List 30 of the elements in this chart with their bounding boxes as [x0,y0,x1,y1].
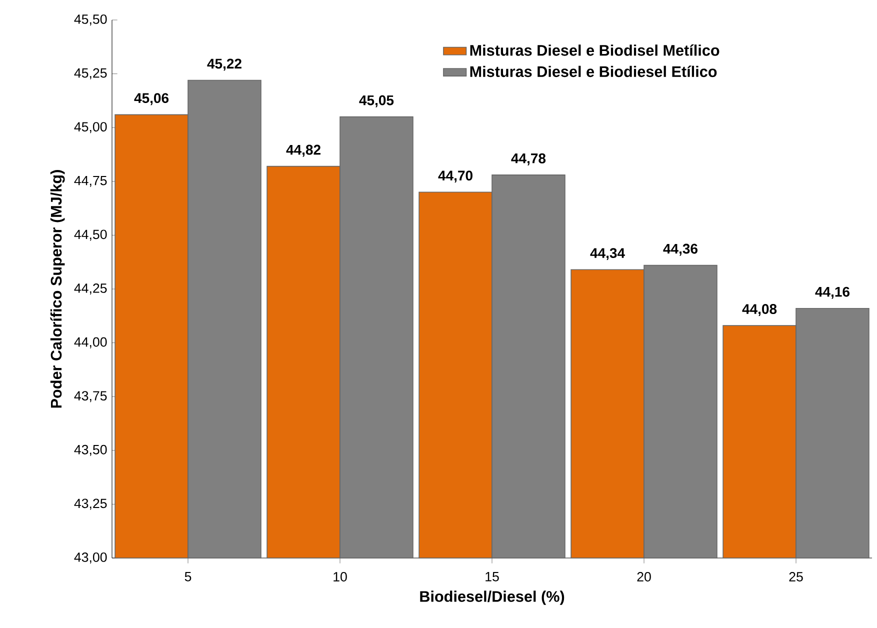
data-label: 45,22 [207,58,242,71]
x-tick-label: 10 [334,572,347,582]
y-tick-label: 44,00 [74,337,107,348]
x-tick-label: 15 [486,572,499,582]
data-label: 44,70 [438,170,472,183]
y-tick-label: 45,25 [74,68,107,80]
data-label: 44,36 [663,244,698,256]
y-tick-label: 43,25 [74,498,107,510]
y-tick-label: 43,00 [74,552,107,564]
data-label: 44,16 [815,286,850,299]
y-tick-label: 43,75 [74,391,107,402]
legend-label: Misturas Diesel e Biodiesel Etílico [470,66,717,78]
y-tick-label: 43,50 [74,444,107,456]
data-label: 44,08 [742,304,777,316]
y-axis-title: Poder Calorífico Superor (MJ/kg) [50,170,65,408]
legend-label: Misturas Diesel e Biodisel Metílico [470,44,720,56]
y-tick-label: 44,50 [74,230,107,241]
data-label: 45,05 [359,95,394,108]
data-label: 44,82 [286,144,320,157]
x-axis-title: Biodiesel/Diesel (%) [420,590,564,605]
x-tick-label: 20 [637,572,651,582]
y-tick-label: 44,25 [74,283,107,295]
data-label: 44,34 [590,248,625,260]
y-tick-label: 44,75 [74,176,107,187]
x-tick-label: 5 [184,572,192,582]
data-label: 45,06 [134,93,169,106]
y-tick-label: 45,50 [74,14,107,26]
data-label: 44,78 [511,153,546,166]
y-tick-label: 45,00 [74,122,107,134]
x-tick-label: 25 [789,572,803,582]
